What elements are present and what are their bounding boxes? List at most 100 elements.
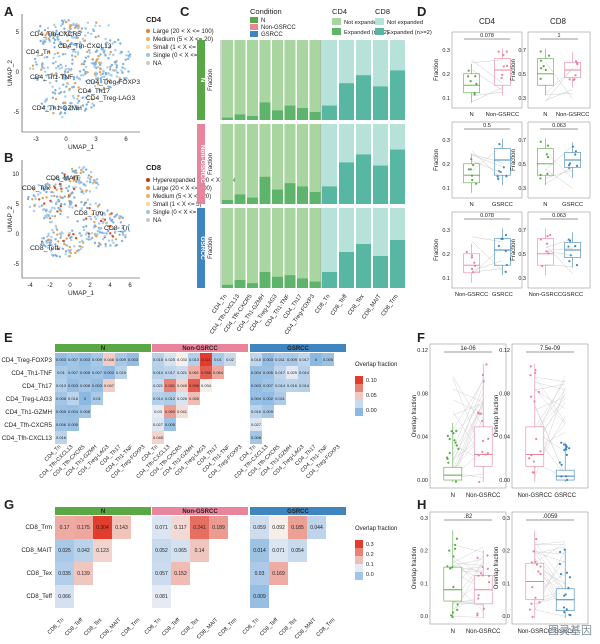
box-h-point [454,543,457,547]
box-h-ytick: 0.0 [420,614,428,620]
box-d-point [549,233,552,237]
box-h-frame [429,511,507,625]
umap-a-point [71,50,75,53]
umap-a-point [98,44,102,48]
box-f-point [531,471,534,474]
umap-a-point [60,73,63,76]
umap-b-point [76,220,79,223]
watermark: 图灵基因 [548,624,592,637]
heat-e-legend-title: Overlap fraction [355,362,397,368]
umap-a-point [77,107,80,111]
umap-a-ytick: -5 [14,110,20,116]
heat-e-cell [152,431,164,444]
umap-b-point [54,224,57,228]
umap-a-point [115,64,119,67]
heat-e-cell-value: 0.069 [165,409,176,414]
umap-a-point [39,39,42,43]
heat-g-cell-value: 0.071 [155,525,168,531]
box-d-pair-line [471,91,503,97]
umap-a-point [67,67,70,71]
bar-c-cd4-exp [222,284,233,288]
umap-a-point [80,27,84,30]
bar-c-cd8-exp [390,70,405,120]
umap-a-point [114,48,117,52]
box-d-point [575,164,579,167]
umap-b-point [66,244,69,247]
heat-e-cell-value: 0.002 [104,370,115,375]
heat-e-cell [164,353,176,366]
umap-b-ytick: 5 [16,202,20,208]
umap-a-point [121,66,124,69]
umap-a-point [107,71,110,75]
umap-b-point [96,183,100,186]
box-f-pvalue: 1e-06 [460,346,476,352]
umap-a-point [64,68,68,71]
umap-a-point [95,58,98,61]
box-d-ytick: 0.5 [518,72,526,78]
heat-g-cell [209,516,228,539]
bar-c-cd4-legend: Not expanded [344,20,380,26]
umap-a-point [104,37,107,41]
umap-a-point [41,33,44,36]
umap-a-point [73,104,77,107]
heat-e-legend-swatch [355,408,363,416]
box-h-point [569,614,572,617]
umap-a-point [107,24,110,27]
umap-a-point [72,97,76,100]
umap-a-point [84,65,88,69]
heat-e-cell [250,366,262,379]
umap-b-point [98,203,101,206]
umap-a-point [74,24,78,27]
bar-c-cd4-exp [234,194,246,204]
umap-a-point [77,24,80,27]
box-f-xtick: N [451,493,455,499]
umap-a-point [107,85,110,88]
box-h-point [539,565,542,568]
box-h-point [531,615,534,618]
umap-b-point [71,191,74,195]
umap-a-point [91,97,94,101]
box-d-pair-line [471,154,503,167]
heat-g-cell [74,562,93,585]
umap-b-point [67,185,71,188]
box-d-pair-line [471,236,503,243]
umap-a-point [96,65,100,69]
umap-b-point [67,234,70,237]
box-f-xtick: Non-GSRCC [466,493,501,499]
box-d-point [497,244,500,248]
heat-g-col-label: CD8_MAIT [294,617,318,641]
umap-a-point [88,42,92,45]
bar-c-cd4-notexp [259,124,271,204]
umap-a-cluster-label: CD4_Th1-GZMH [32,105,82,112]
umap-a-point [94,35,97,39]
box-d-pair-line [471,246,503,275]
box-f-point [486,451,490,455]
box-h-ylabel: Overlap fraction [494,547,500,589]
umap-b-legend-text: NA [153,218,161,224]
heat-g-cell [171,562,190,585]
umap-a-point [111,42,114,45]
umap-b-point [45,213,48,217]
umap-b-ylabel: UMAP_2 [7,206,14,232]
umap-b-point [69,236,72,240]
heat-e-cell-value: 0 [84,396,87,401]
heat-e-cell-value: 0.011 [275,357,285,362]
heat-g-row-label: CD8_Tex [27,570,53,577]
umap-b-point [58,232,62,235]
box-d-point [573,78,576,81]
box-d-xtick: N [470,112,474,118]
box-h-ytick: 0.2 [420,549,428,555]
umap-b-xtick: 0 [68,283,72,289]
umap-a-point [76,51,80,54]
box-d-ytick: 0.1 [442,276,450,282]
box-f-pair-line [534,380,566,429]
heat-e-cell-value: 0 [315,357,318,362]
heat-e-cell-value: 0.015 [116,370,127,375]
heat-g-cell-value: 0.03 [255,571,265,577]
umap-a-point [82,68,85,72]
umap-b-point [88,190,92,193]
box-f-point [454,441,457,444]
umap-a-point [59,105,62,109]
box-d-point [568,162,572,165]
umap-b-point [106,229,110,233]
